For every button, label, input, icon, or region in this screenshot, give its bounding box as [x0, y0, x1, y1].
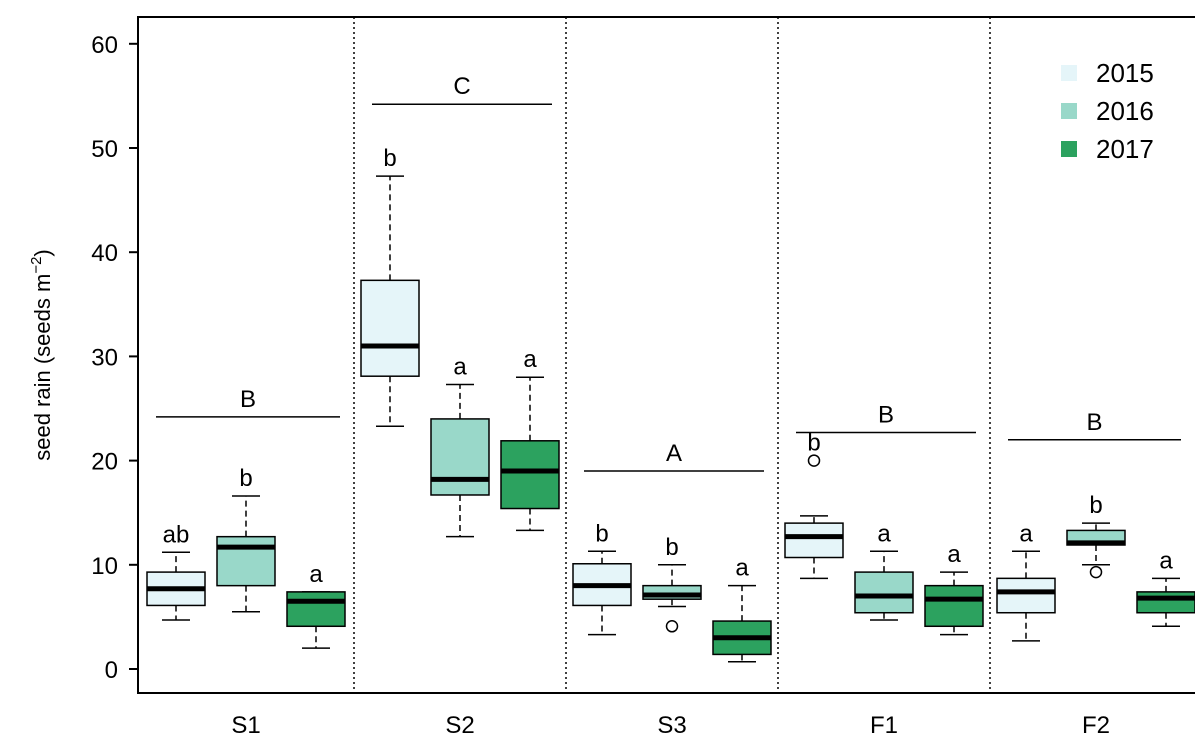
box-significance-letter: b: [1089, 492, 1102, 519]
box-significance-letter: a: [309, 561, 323, 588]
box-significance-letter: b: [595, 520, 608, 547]
box-S1-2017: a: [286, 561, 346, 649]
box-S3-2015: b: [572, 520, 632, 636]
box-significance-letter: b: [807, 430, 820, 457]
legend-label: 2015: [1096, 58, 1154, 88]
legend: 2015 2016 2017: [1061, 58, 1154, 164]
box-body: [360, 279, 420, 377]
y-axis-label-text: seed rain (seeds m: [30, 274, 55, 461]
box-S1-2015: ab: [146, 521, 206, 621]
box-significance-letter: a: [947, 541, 961, 568]
box-significance-letter: a: [735, 555, 749, 582]
box-F1-2017: a: [924, 541, 984, 636]
box-F1-2015: b: [784, 430, 844, 580]
legend-label: 2016: [1096, 96, 1154, 126]
plot-border: [137, 16, 1195, 694]
box-body: [500, 440, 560, 510]
y-axis-label-superscript: −2: [28, 257, 45, 274]
outlier-point: [665, 620, 679, 633]
x-axis: S1 S2 S3 F1 F2: [231, 712, 1110, 738]
group-letter: B: [1086, 409, 1102, 436]
box-body: [924, 584, 984, 628]
legend-swatch: [1061, 141, 1077, 157]
box-S2-2015: b: [360, 145, 420, 427]
box-significance-letter: a: [877, 520, 891, 547]
box-significance-letter: b: [665, 534, 678, 561]
box-significance-letter: a: [523, 346, 537, 373]
y-axis-label: seed rain (seeds m−2): [28, 249, 55, 461]
y-tick-label: 0: [105, 657, 118, 684]
y-tick-label: 30: [91, 344, 118, 371]
box-significance-letter: ab: [163, 521, 190, 548]
group-letters: B C A B B: [156, 73, 1181, 472]
legend-swatch: [1061, 103, 1077, 119]
box-S2-2017: a: [500, 346, 560, 532]
x-category-label: F2: [1082, 712, 1110, 738]
box-significance-letter: a: [1159, 547, 1173, 574]
y-tick-label: 10: [91, 553, 118, 580]
y-tick-label: 20: [91, 449, 118, 476]
box-body: [784, 522, 844, 559]
group-letter: A: [666, 440, 682, 467]
legend-label: 2017: [1096, 134, 1154, 164]
legend-swatch: [1061, 65, 1077, 81]
box-body: [1136, 591, 1195, 614]
box-S3-2017: a: [712, 555, 772, 663]
x-category-label: F1: [870, 712, 898, 738]
box-body: [996, 577, 1056, 614]
box-body: [216, 535, 276, 587]
box-body: [430, 418, 490, 496]
box-F1-2016: a: [854, 520, 914, 621]
box-significance-letter: b: [383, 145, 396, 172]
x-category-label: S3: [657, 712, 686, 738]
box-S2-2016: a: [430, 354, 490, 538]
x-category-label: S2: [445, 712, 474, 738]
box-S1-2016: b: [216, 465, 276, 613]
group-letter: B: [878, 401, 894, 428]
outlier-point: [807, 454, 821, 467]
box-body: [286, 591, 346, 628]
y-tick-label: 40: [91, 240, 118, 267]
box-significance-letter: b: [239, 465, 252, 492]
box-S3-2016: b: [642, 534, 702, 633]
box-F2-2017: a: [1136, 547, 1195, 628]
box-body: [854, 571, 914, 614]
y-tick-label: 50: [91, 136, 118, 163]
box-significance-letter: a: [453, 354, 467, 381]
box-significance-letter: a: [1019, 520, 1033, 547]
x-category-label: S1: [231, 712, 260, 738]
y-tick-label: 60: [91, 32, 118, 59]
outlier-point: [1089, 565, 1103, 579]
y-axis: 0 10 20 30 40 50 60: [91, 32, 138, 684]
plot-frame: [137, 16, 1195, 694]
group-letter: C: [453, 73, 470, 100]
box-F2-2015: a: [996, 520, 1056, 642]
group-letter: B: [240, 386, 256, 413]
box-F2-2016: b: [1066, 492, 1126, 579]
y-axis-label-close: ): [30, 249, 55, 256]
